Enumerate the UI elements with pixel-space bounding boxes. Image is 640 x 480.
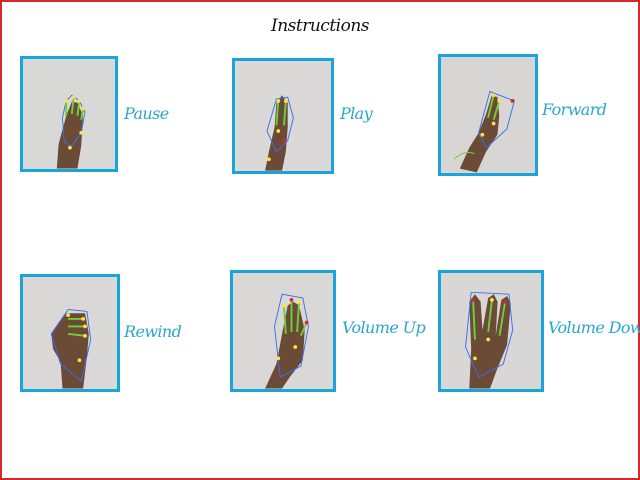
point-right-hand-icon — [441, 57, 535, 173]
gesture-card-volume-down — [438, 270, 544, 392]
gesture-card-rewind — [20, 274, 120, 392]
gesture-label-volume-down: Volume Down — [548, 318, 640, 337]
three-finger-hand-icon — [441, 273, 541, 389]
gesture-label-play: Play — [340, 104, 373, 123]
two-finger-hand-icon — [235, 61, 331, 171]
gesture-label-rewind: Rewind — [124, 322, 182, 341]
gesture-card-volume-up — [230, 270, 336, 392]
gesture-label-forward: Forward — [542, 100, 607, 119]
gesture-card-pause — [20, 56, 118, 172]
page-title: Instructions — [271, 16, 370, 36]
open-palm-up-hand-icon — [233, 273, 333, 389]
gesture-card-forward — [438, 54, 538, 176]
gesture-label-volume-up: Volume Up — [342, 318, 426, 337]
gesture-label-pause: Pause — [124, 104, 169, 123]
open-palm-hand-icon — [23, 59, 115, 169]
thumb-left-hand-icon — [23, 277, 117, 389]
gesture-card-play — [232, 58, 334, 174]
